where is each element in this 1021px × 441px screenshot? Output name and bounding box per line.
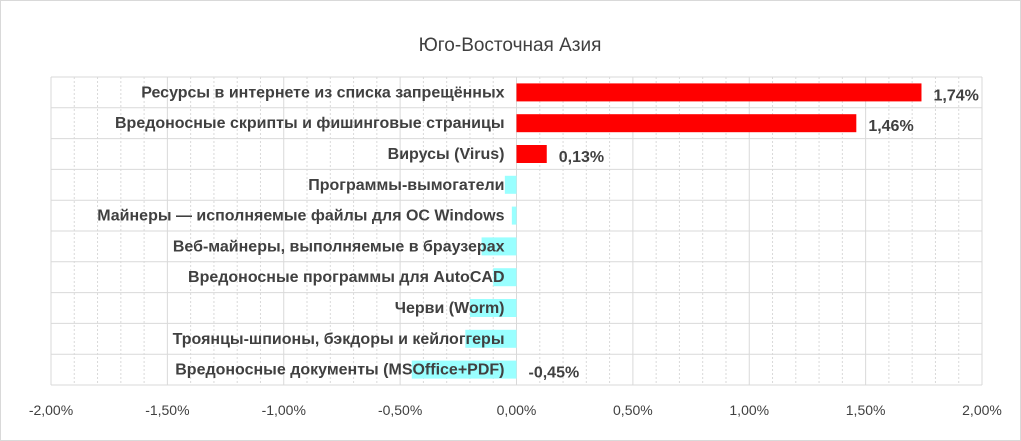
bar [516,114,857,133]
bar [465,329,517,348]
x-tick-label: 0,00% [497,402,537,418]
data-label: 1,74% [933,87,978,104]
x-tick-label: -1,00% [262,402,306,418]
x-tick-label: 2,00% [962,402,1002,418]
bar [411,360,517,379]
bar [481,237,517,256]
label-layer: Ресурсы в интернете из списка запрещённы… [29,84,1002,418]
category-label: Вирусы (Virus) [388,146,505,163]
bar-layer [411,83,922,379]
data-label: -0,45% [529,365,580,382]
category-label: Вредоносные скрипты и фишинговые страниц… [115,115,505,132]
x-tick-label: 1,50% [846,402,886,418]
x-tick-label: 0,50% [613,402,653,418]
bar [516,83,922,102]
x-tick-label: -0,50% [378,402,422,418]
x-tick-label: -1,50% [145,402,189,418]
category-label: Майнеры — исполняемые файлы для ОС Windo… [97,208,504,225]
bar [511,206,517,225]
data-label: 0,13% [559,149,604,166]
bar [504,175,517,194]
category-label: Троянцы-шпионы, бэкдоры и кейлоггеры [173,331,505,348]
x-tick-label: 1,00% [729,402,769,418]
data-label: 1,46% [868,118,913,135]
category-label: Программы-вымогатели [308,177,504,194]
category-label: Вредоносные программы для AutoCAD [188,269,504,286]
x-tick-label: -2,00% [29,402,73,418]
category-label: Вредоносные документы (MSOffice+PDF) [175,362,504,379]
bar [493,268,517,287]
bar [516,145,547,163]
category-label: Веб-майнеры, выполняемые в браузерах [173,238,505,255]
bar [469,299,517,317]
category-label: Черви (Worm) [395,300,505,317]
category-label: Ресурсы в интернете из списка запрещённы… [141,84,504,101]
chart-title: Юго-Восточная Азия [419,35,602,56]
